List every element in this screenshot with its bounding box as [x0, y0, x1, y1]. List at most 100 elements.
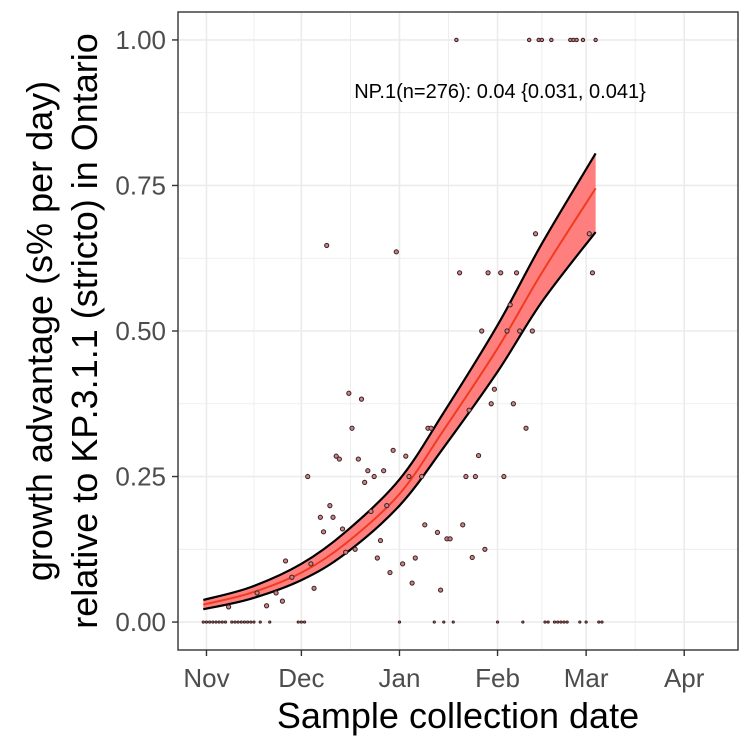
data-point	[482, 546, 488, 552]
data-point	[362, 479, 368, 485]
data-point	[565, 620, 569, 624]
data-point	[214, 620, 218, 624]
data-point	[501, 473, 507, 480]
data-point	[546, 620, 550, 624]
data-point	[381, 468, 387, 474]
data-point	[578, 620, 582, 624]
x-tick-label: Dec	[278, 663, 324, 693]
y-tick-label: 0.75	[115, 170, 166, 200]
data-point	[432, 620, 436, 624]
data-point	[463, 473, 469, 480]
x-tick-label: Feb	[475, 663, 520, 693]
x-tick-label: Apr	[664, 663, 705, 693]
data-points-layer	[177, 11, 739, 651]
data-point	[584, 620, 588, 624]
data-point	[454, 37, 459, 43]
data-point	[485, 270, 491, 276]
data-point	[488, 401, 494, 407]
data-point	[419, 473, 425, 480]
data-point	[208, 620, 212, 624]
data-point	[226, 604, 232, 610]
data-point	[428, 425, 434, 431]
data-point	[456, 270, 463, 276]
data-point	[479, 328, 485, 334]
data-point	[204, 620, 209, 624]
data-point	[556, 620, 560, 624]
data-point	[358, 396, 365, 402]
data-point	[211, 620, 215, 624]
data-point	[529, 328, 535, 334]
data-point	[317, 514, 323, 520]
data-point	[296, 620, 300, 624]
x-tick-label: Mar	[564, 663, 609, 693]
data-point	[400, 561, 406, 567]
data-point	[355, 456, 361, 462]
data-point	[390, 447, 396, 453]
y-tick-label: 1.00	[115, 25, 166, 55]
y-axis-title-line1: growth advantage (s% per day)	[19, 81, 60, 581]
data-point	[517, 328, 523, 334]
data-point	[543, 620, 547, 624]
data-point	[397, 620, 402, 624]
data-point	[233, 620, 237, 624]
data-point	[521, 620, 525, 624]
data-point	[324, 242, 330, 249]
data-point	[268, 620, 272, 624]
data-point	[349, 425, 355, 431]
data-point	[472, 473, 479, 480]
data-point	[526, 37, 532, 43]
x-tick-label: Jan	[379, 663, 421, 693]
data-point	[223, 620, 228, 624]
data-point	[230, 620, 234, 624]
data-point	[346, 390, 352, 396]
data-point	[305, 473, 311, 480]
data-point	[263, 603, 270, 609]
axis-ticks-layer: 0.00 0.25 0.50 0.75 1.00 Nov Dec Jan Feb Mar Apr	[115, 25, 704, 693]
data-point	[586, 231, 592, 237]
data-point	[387, 569, 393, 576]
data-point	[491, 386, 497, 392]
data-point	[434, 529, 441, 536]
data-point	[574, 37, 579, 43]
data-point	[246, 620, 250, 624]
data-point	[254, 590, 260, 596]
data-point	[374, 555, 380, 561]
data-point	[523, 425, 529, 431]
data-point	[299, 620, 303, 624]
data-point	[371, 473, 377, 480]
data-point	[201, 620, 205, 624]
x-tick-label: Nov	[183, 663, 229, 693]
data-point	[336, 456, 342, 462]
data-point	[384, 503, 390, 509]
data-point	[289, 574, 295, 580]
data-point	[498, 270, 504, 276]
data-point	[406, 473, 412, 480]
data-point	[393, 249, 399, 255]
data-point	[327, 503, 333, 509]
data-point	[311, 585, 317, 591]
data-point	[320, 529, 327, 535]
data-point	[495, 620, 500, 624]
data-point	[513, 270, 520, 276]
data-point	[559, 620, 563, 624]
data-point	[252, 620, 256, 624]
data-point	[365, 468, 371, 474]
data-point	[475, 452, 482, 459]
ribbon-upper-edge	[203, 152, 597, 602]
data-point	[504, 328, 510, 334]
data-point	[460, 522, 466, 528]
data-point	[273, 590, 279, 596]
data-point	[308, 561, 314, 567]
data-point	[217, 620, 221, 624]
confidence-ribbon-layer	[203, 152, 597, 611]
data-point	[368, 508, 374, 515]
data-point	[249, 620, 253, 624]
ribbon-lower-edge	[203, 231, 597, 611]
data-point	[532, 231, 539, 237]
data-point	[220, 620, 224, 624]
data-point	[593, 37, 598, 43]
data-point	[339, 526, 346, 532]
data-point	[442, 620, 446, 624]
y-tick-label: 0.00	[115, 607, 166, 637]
